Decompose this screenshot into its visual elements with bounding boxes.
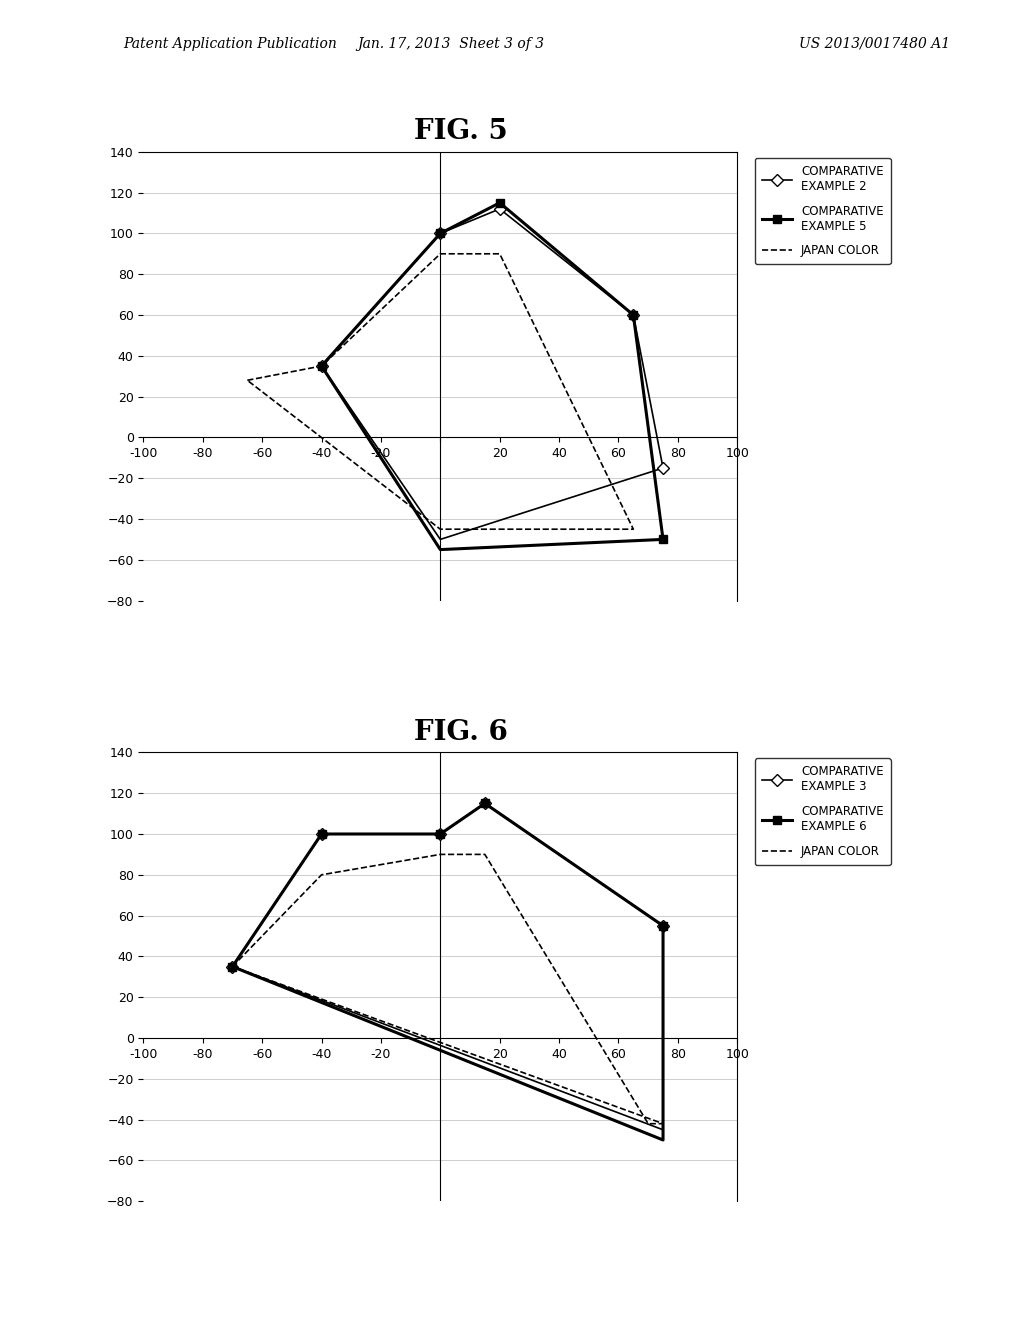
Text: Jan. 17, 2013  Sheet 3 of 3: Jan. 17, 2013 Sheet 3 of 3 <box>357 37 544 51</box>
Text: Patent Application Publication: Patent Application Publication <box>123 37 337 51</box>
Text: US 2013/0017480 A1: US 2013/0017480 A1 <box>799 37 950 51</box>
Legend: COMPARATIVE
EXAMPLE 2, COMPARATIVE
EXAMPLE 5, JAPAN COLOR: COMPARATIVE EXAMPLE 2, COMPARATIVE EXAMP… <box>755 157 891 264</box>
Legend: COMPARATIVE
EXAMPLE 3, COMPARATIVE
EXAMPLE 6, JAPAN COLOR: COMPARATIVE EXAMPLE 3, COMPARATIVE EXAMP… <box>755 758 891 865</box>
Text: FIG. 5: FIG. 5 <box>414 119 508 145</box>
Text: FIG. 6: FIG. 6 <box>414 719 508 746</box>
